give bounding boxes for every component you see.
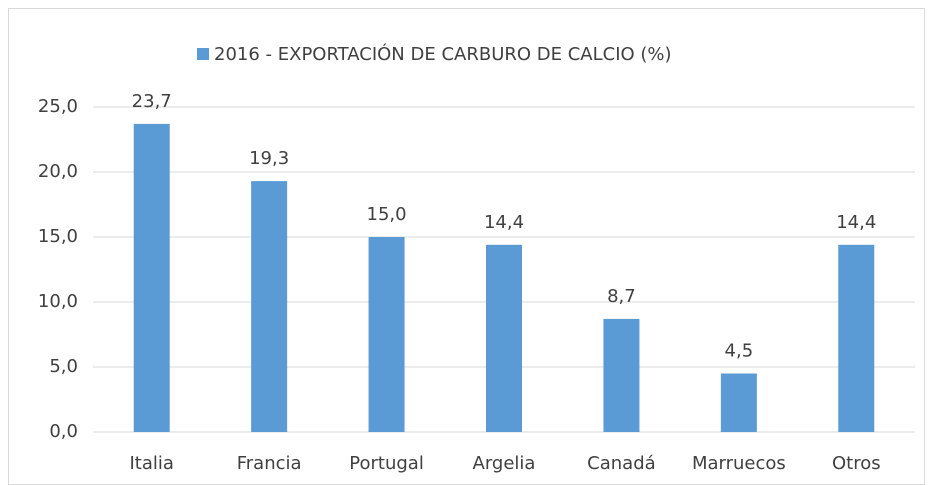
data-label: 4,5 bbox=[725, 341, 754, 362]
x-tick-label: Argelia bbox=[473, 453, 536, 474]
y-tick-label: 0,0 bbox=[49, 421, 78, 442]
bar bbox=[486, 244, 522, 432]
y-tick-label: 10,0 bbox=[38, 291, 78, 312]
data-label: 19,3 bbox=[249, 148, 289, 169]
x-tick-label: Portugal bbox=[349, 453, 424, 474]
x-tick-label: Canadá bbox=[587, 453, 656, 474]
data-label: 14,4 bbox=[836, 212, 876, 233]
x-tick-label: Marruecos bbox=[692, 453, 786, 474]
data-label: 8,7 bbox=[607, 286, 636, 307]
y-tick-label: 20,0 bbox=[38, 161, 78, 182]
x-tick-label: Otros bbox=[832, 453, 881, 474]
bar bbox=[251, 181, 288, 432]
y-tick-label: 15,0 bbox=[38, 226, 78, 247]
legend-label: 2016 - EXPORTACIÓN DE CARBURO DE CALCIO … bbox=[214, 43, 672, 65]
data-label: 15,0 bbox=[367, 204, 407, 225]
bar bbox=[838, 244, 875, 432]
bar bbox=[720, 373, 757, 432]
bar bbox=[133, 123, 170, 433]
y-tick-label: 5,0 bbox=[49, 356, 78, 377]
bar bbox=[603, 318, 640, 432]
data-label: 23,7 bbox=[132, 91, 172, 112]
legend-swatch bbox=[197, 48, 209, 60]
data-label: 14,4 bbox=[484, 212, 524, 233]
y-tick-label: 25,0 bbox=[38, 96, 78, 117]
x-tick-label: Italia bbox=[129, 453, 173, 474]
x-tick-label: Francia bbox=[237, 453, 302, 474]
bar bbox=[368, 237, 405, 432]
